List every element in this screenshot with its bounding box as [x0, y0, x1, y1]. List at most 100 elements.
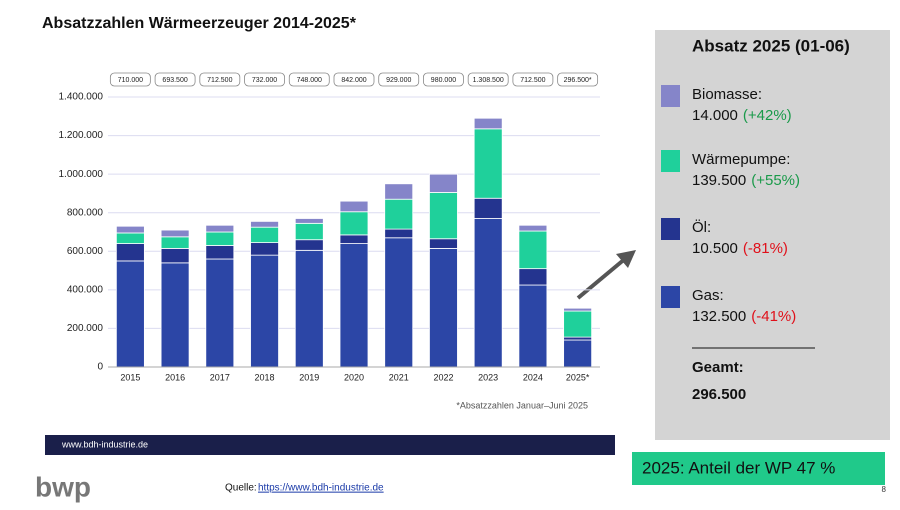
panel — [655, 30, 890, 440]
x-tick-label: 2019 — [299, 372, 319, 382]
x-tick-label: 2024 — [523, 372, 543, 382]
bar-segment — [205, 245, 235, 260]
total-box — [423, 72, 464, 87]
legend-value: 139.500 (+55%) — [692, 172, 800, 189]
total-box — [512, 72, 554, 87]
bar-segment — [294, 218, 324, 224]
panel-total-label: Geamt: — [692, 359, 744, 376]
total-label: 712.500 — [520, 77, 545, 84]
bar-segment — [384, 183, 414, 200]
legend-swatch — [661, 286, 680, 308]
bar-segment — [339, 234, 369, 244]
bar-segment — [339, 200, 369, 213]
total-label: 1.308.500 — [473, 77, 504, 84]
y-tick-label: 400.000 — [67, 284, 104, 295]
legend-label: Öl: — [692, 218, 711, 236]
bar-segment — [473, 117, 503, 130]
panel-change: (-81%) — [743, 240, 788, 257]
total-label: 712.500 — [207, 77, 232, 84]
legend-swatch — [661, 85, 680, 107]
legend-swatch — [661, 218, 680, 240]
panel-value: 14.000 — [692, 107, 738, 124]
total-label: 296.500* — [564, 77, 592, 84]
legend-label: Wärmepumpe: — [692, 151, 790, 168]
bar-segment — [339, 243, 369, 368]
source-link[interactable]: https://www.bdh-industrie.de — [258, 483, 384, 494]
chart-title: Absatzzahlen Wärmeerzeuger 2014-2025* — [42, 15, 357, 32]
bar-segment — [473, 128, 503, 199]
panel-change: (-41%) — [751, 308, 796, 325]
y-tick-label: 1.000.000 — [59, 169, 104, 180]
logo: bwp — [35, 471, 91, 502]
panel-value: 139.500 — [692, 172, 746, 189]
panel-change: (+55%) — [751, 172, 800, 189]
y-tick-label: 200.000 — [67, 323, 104, 334]
panel-value: 10.500 — [692, 240, 738, 257]
bar-segment — [563, 339, 593, 368]
x-tick-label: 2020 — [344, 372, 364, 382]
footer-url: www.bdh-industrie.de — [61, 439, 148, 449]
bar-segment — [250, 254, 279, 368]
bar-segment — [429, 173, 458, 193]
source-label: Quelle: — [225, 483, 257, 494]
bar-segment — [384, 228, 414, 239]
panel-total-value: 296.500 — [692, 386, 746, 403]
bar-segment — [384, 237, 414, 368]
bar-segment — [250, 220, 279, 228]
x-tick-label: 2017 — [210, 372, 230, 382]
y-tick-label: 600.000 — [67, 246, 104, 257]
bar-segment — [473, 197, 503, 219]
legend-swatch — [661, 150, 680, 172]
footer-bar — [45, 435, 615, 455]
bar-segment — [384, 198, 414, 230]
total-box — [109, 72, 151, 87]
bar-segment — [250, 226, 279, 244]
bar-segment — [250, 242, 279, 256]
bar-segment — [339, 211, 369, 236]
x-tick-label: 2022 — [433, 372, 453, 382]
bar-segment — [115, 225, 145, 234]
total-box — [199, 72, 241, 87]
bar-segment — [518, 284, 548, 368]
bar-segment — [115, 243, 145, 262]
bar-segment — [115, 260, 145, 368]
bar-segment — [518, 224, 548, 232]
bar-segment — [429, 192, 458, 240]
bar-segment — [518, 268, 548, 286]
total-box — [154, 72, 196, 87]
bar-segment — [473, 218, 503, 368]
total-box — [557, 72, 599, 87]
bar-segment — [563, 310, 593, 338]
legend-label: Gas: — [692, 287, 724, 304]
bar-segment — [160, 262, 190, 368]
x-tick-label: 2016 — [165, 372, 185, 382]
bar-segment — [205, 231, 235, 246]
banner-text: 2025: Anteil der WP 47 % — [642, 458, 835, 477]
bar-segment — [160, 236, 190, 249]
panel-change: (+42%) — [743, 107, 792, 124]
bar-segment — [115, 232, 145, 244]
x-tick-label: 2021 — [389, 372, 409, 382]
total-label: 693.500 — [162, 77, 187, 84]
bar-segment — [563, 307, 593, 312]
banner — [632, 452, 885, 485]
bar-segment — [429, 247, 458, 368]
total-label: 732.000 — [252, 77, 277, 84]
y-tick-label: 800.000 — [67, 207, 104, 218]
total-label: 980.000 — [431, 77, 456, 84]
bar-segment — [160, 229, 190, 238]
total-label: 748.000 — [297, 77, 322, 84]
bar-segment — [518, 230, 548, 270]
page-number: 8 — [882, 485, 887, 494]
panel-title: Absatz 2025 (01-06) — [692, 36, 850, 55]
total-box — [378, 72, 420, 87]
total-box — [333, 72, 375, 87]
bar-segment — [294, 222, 324, 241]
y-tick-label: 0 — [97, 362, 103, 373]
legend-value: 14.000 (+42%) — [692, 107, 792, 124]
footnote: *Absatzzahlen Januar–Juni 2025 — [456, 400, 588, 410]
x-tick-label: 2023 — [478, 372, 498, 382]
y-tick-label: 1.200.000 — [59, 130, 104, 141]
